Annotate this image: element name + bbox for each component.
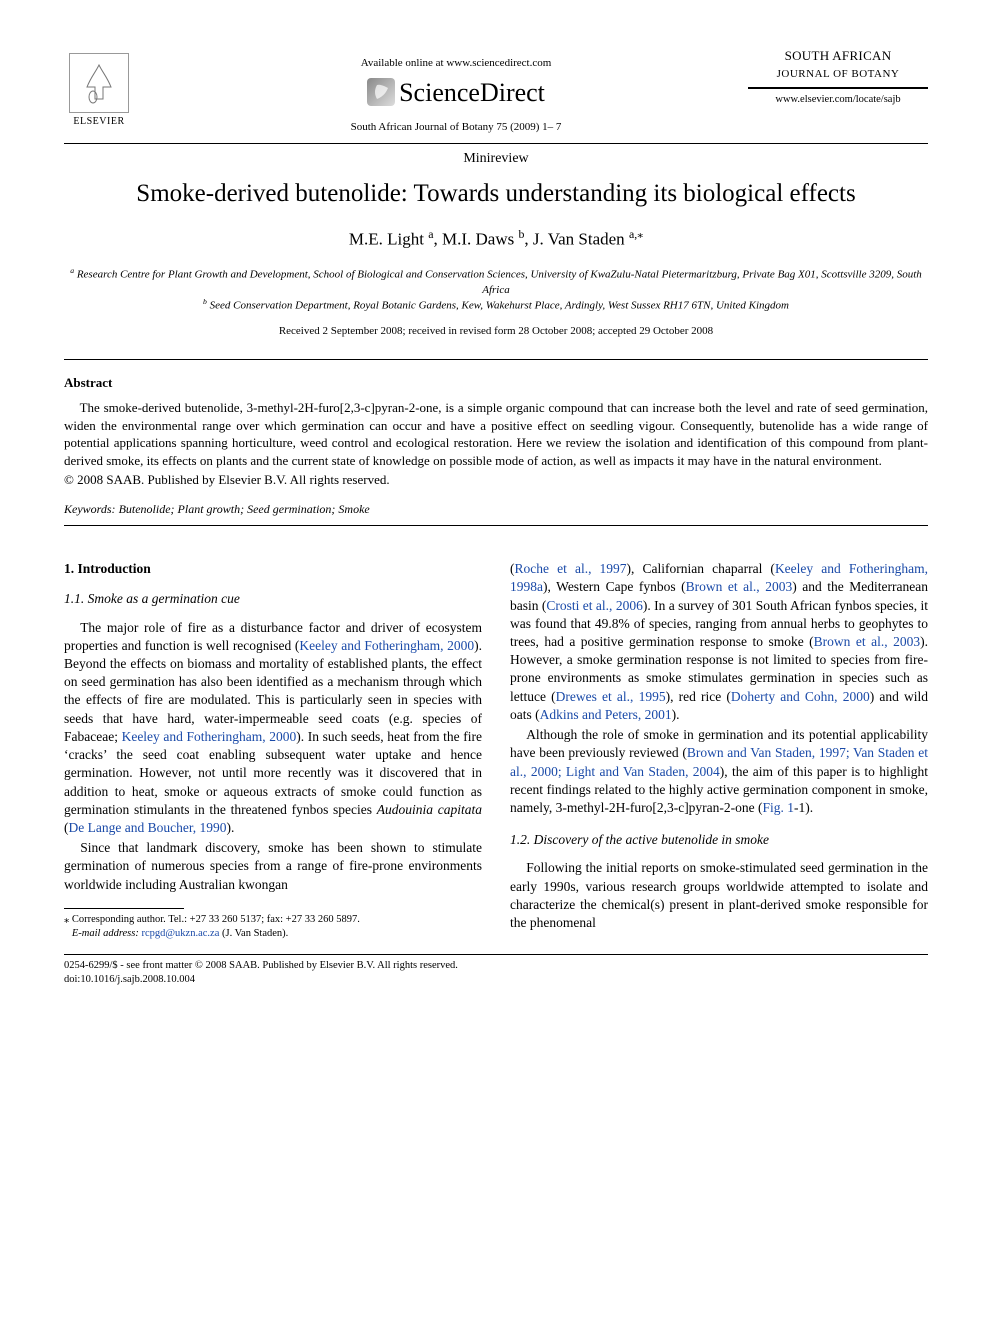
corresponding-author-footnote: ⁎ Corresponding author. Tel.: +27 33 260… [64,913,482,940]
elsevier-tree-icon [69,53,129,113]
para-4: Although the role of smoke in germinatio… [510,726,928,817]
authors: M.E. Light a, M.I. Daws b, J. Van Staden… [64,226,928,252]
aff-a-sup: a [70,266,74,275]
keywords: Keywords: Butenolide; Plant growth; Seed… [64,501,928,517]
footnote-email-link[interactable]: rcpgd@ukzn.ac.za [141,928,219,939]
keywords-label: Keywords: [64,502,116,516]
elsevier-logo: ELSEVIER [64,48,134,128]
article-dates: Received 2 September 2008; received in r… [64,324,928,339]
footnote-email-label: E-mail address: [72,928,139,939]
citation-link[interactable]: Drewes et al., 1995 [556,689,666,704]
available-online-text: Available online at www.sciencedirect.co… [164,56,748,71]
article-title: Smoke-derived butenolide: Towards unders… [64,177,928,211]
footnote-marker: ⁎ [64,914,69,925]
footnote-separator [64,908,184,909]
bottom-rule [64,954,928,955]
p2-text-a: Since that landmark discovery, smoke has… [64,840,482,891]
abstract-rule-bottom [64,525,928,526]
p1-text-e: ). [227,820,235,835]
header-rule [64,143,928,144]
sciencedirect-icon [367,78,395,106]
p3-text-i: ). [672,707,680,722]
citation-link[interactable]: Brown et al., 2003 [814,634,920,649]
footnote-email-author: (J. Van Staden). [222,928,288,939]
body-columns: 1. Introduction 1.1. Smoke as a germinat… [64,560,928,940]
para-5: Following the initial reports on smoke-s… [510,859,928,932]
front-matter-line: 0254-6299/$ - see front matter © 2008 SA… [64,959,928,973]
para-1: The major role of fire as a disturbance … [64,619,482,838]
abstract-rule-top [64,359,928,360]
citation-link[interactable]: Keeley and Fotheringham, 2000 [122,729,297,744]
article-type: Minireview [64,150,928,169]
figure-link[interactable]: Fig. 1 [763,800,795,815]
bottom-matter: 0254-6299/$ - see front matter © 2008 SA… [64,959,928,986]
section-1-heading: 1. Introduction [64,560,482,578]
journal-title-line2: JOURNAL OF BOTANY [748,67,928,81]
journal-title-block: SOUTH AFRICAN JOURNAL OF BOTANY www.else… [748,48,928,107]
subsection-1-1-heading: 1.1. Smoke as a germination cue [64,590,482,608]
footnote-corr: Corresponding author. Tel.: +27 33 260 5… [72,914,360,925]
p3-text-g: ), red rice ( [666,689,731,704]
journal-title-divider [748,87,928,89]
doi-line: doi:10.1016/j.sajb.2008.10.004 [64,973,928,987]
aff-b-text: Seed Conservation Department, Royal Bota… [210,300,789,312]
p3-text-c: ), Western Cape fynbos ( [543,579,686,594]
citation-link[interactable]: Brown et al., 2003 [686,579,793,594]
p3-text-b: ), Californian chaparral ( [627,561,775,576]
aff-b-sup: b [203,297,207,306]
aff-a-text: Research Centre for Plant Growth and Dev… [77,269,922,296]
citation-link[interactable]: Adkins and Peters, 2001 [540,707,672,722]
citation-link[interactable]: De Lange and Boucher, 1990 [69,820,227,835]
citation-link[interactable]: Roche et al., 1997 [515,561,627,576]
para-3: (Roche et al., 1997), Californian chapar… [510,560,928,724]
left-column: 1. Introduction 1.1. Smoke as a germinat… [64,560,482,940]
elsevier-label: ELSEVIER [73,115,124,129]
sciencedirect-block: Available online at www.sciencedirect.co… [164,48,748,137]
journal-header: ELSEVIER Available online at www.science… [64,48,928,137]
keywords-text: Butenolide; Plant growth; Seed germinati… [119,502,370,516]
citation-link[interactable]: Doherty and Cohn, 2000 [731,689,870,704]
sciencedirect-logo: ScienceDirect [164,75,748,110]
species-name: Audouinia capitata [377,802,482,817]
right-column: (Roche et al., 1997), Californian chapar… [510,560,928,940]
citation-link[interactable]: Keeley and Fotheringham, 2000 [299,638,474,653]
journal-url: www.elsevier.com/locate/sajb [748,93,928,107]
journal-reference: South African Journal of Botany 75 (2009… [164,120,748,135]
para-2: Since that landmark discovery, smoke has… [64,839,482,894]
affiliations: a Research Centre for Plant Growth and D… [64,266,928,314]
citation-link[interactable]: Crosti et al., 2006 [546,598,642,613]
subsection-1-2-heading: 1.2. Discovery of the active butenolide … [510,831,928,849]
abstract-heading: Abstract [64,374,928,392]
journal-title-line1: SOUTH AFRICAN [748,48,928,65]
p5-text-a: Following the initial reports on smoke-s… [510,860,928,930]
abstract-copyright: © 2008 SAAB. Published by Elsevier B.V. … [64,471,928,489]
sciencedirect-text: ScienceDirect [399,75,545,110]
abstract-body: The smoke-derived butenolide, 3-methyl-2… [64,399,928,469]
publisher-logo-block: ELSEVIER [64,48,164,128]
p4-text-c: -1). [794,800,813,815]
